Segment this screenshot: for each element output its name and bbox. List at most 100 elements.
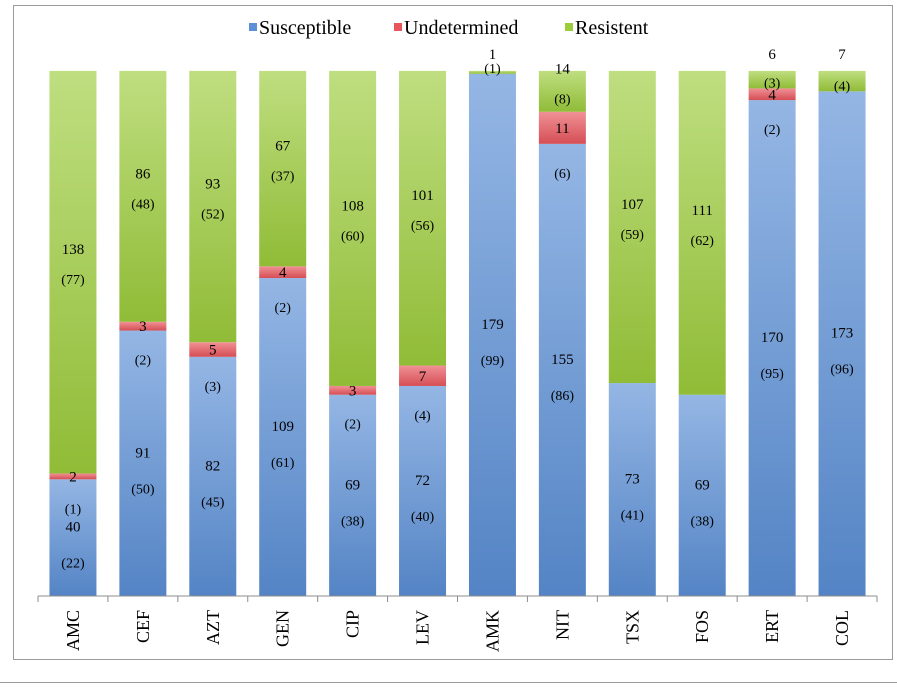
percent-label-resistent-amc: (77) (61, 273, 85, 288)
x-tick-label-azt: AZT (203, 610, 223, 645)
percent-label-resistent-cef: (48) (131, 197, 155, 212)
bar-segment-resistent-tsx (608, 70, 656, 384)
bar-segment-resistent-amk (468, 70, 516, 74)
percent-label-undetermined-gen: (2) (275, 301, 292, 316)
data-label-resistent-azt: 93 (205, 177, 220, 193)
percent-label-resistent-col: (4) (834, 79, 851, 94)
data-label-resistent-fos: 111 (692, 203, 713, 219)
bar-segment-resistent-gen (259, 70, 307, 267)
bar-segment-resistent-nit (538, 70, 586, 112)
data-label-resistent-col: 7 (838, 47, 846, 63)
data-label-resistent-amk: 1 (489, 47, 497, 63)
percent-label-resistent-amk: (1) (484, 62, 501, 77)
x-tick-label-gen: GEN (273, 610, 293, 647)
bar-segment-susceptible-col (818, 91, 866, 597)
percent-label-resistent-tsx: (59) (621, 228, 645, 243)
bar-segment-susceptible-ert (748, 100, 796, 597)
bar-segment-undetermined-cip (329, 385, 377, 395)
bar-segment-undetermined-amc (49, 473, 97, 480)
data-label-susceptible-cip: 69 (345, 477, 360, 493)
legend-label-undetermined: Undetermined (404, 17, 518, 39)
chart-frame (13, 5, 893, 660)
percent-label-susceptible-azt: (45) (201, 495, 225, 510)
data-label-undetermined-ert: 4 (768, 87, 776, 103)
percent-label-undetermined-nit: (6) (554, 167, 571, 182)
percent-label-susceptible-lev: (40) (411, 510, 435, 525)
data-label-susceptible-cef: 91 (135, 445, 150, 461)
percent-label-susceptible-col: (96) (830, 363, 854, 378)
percent-label-susceptible-gen: (61) (271, 456, 295, 471)
bar-segment-resistent-cef (119, 70, 167, 322)
legend-label-resistent: Resistent (575, 17, 649, 39)
bar-segment-resistent-cip (329, 70, 377, 386)
data-label-susceptible-amc: 40 (65, 520, 80, 536)
data-label-resistent-gen: 67 (275, 139, 291, 155)
x-tick-label-ert: ERT (762, 610, 782, 643)
bar-segment-susceptible-cef (119, 330, 167, 596)
data-label-susceptible-fos: 69 (695, 477, 710, 493)
percent-label-undetermined-amc: (1) (65, 502, 82, 517)
data-label-undetermined-nit: 11 (555, 121, 569, 137)
data-label-susceptible-ert: 170 (761, 330, 784, 346)
percent-label-susceptible-amk: (99) (481, 354, 505, 369)
x-tick-label-lev: LEV (413, 610, 433, 645)
percent-label-resistent-gen: (37) (271, 170, 295, 185)
bar-segment-undetermined-lev (399, 365, 447, 386)
bottom-divider (0, 682, 897, 683)
bar-segment-susceptible-tsx (608, 383, 656, 596)
data-label-susceptible-gen: 109 (271, 419, 294, 435)
percent-label-susceptible-fos: (38) (691, 514, 715, 529)
bar-segment-resistent-amc (49, 70, 97, 474)
bar-segment-undetermined-ert (748, 88, 796, 101)
x-axis-ticks (37, 596, 878, 602)
bar-segment-undetermined-cef (119, 321, 167, 331)
percent-label-resistent-azt: (52) (201, 208, 225, 223)
bars-layer (49, 70, 866, 597)
x-tick-label-cip: CIP (343, 610, 363, 638)
data-label-resistent-cip: 108 (341, 198, 364, 214)
data-label-susceptible-lev: 72 (415, 473, 430, 489)
x-tick-label-nit: NIT (552, 610, 572, 640)
data-label-susceptible-nit: 155 (551, 352, 574, 368)
data-label-susceptible-azt: 82 (205, 458, 220, 474)
data-label-resistent-ert: 6 (768, 47, 776, 63)
data-label-resistent-tsx: 107 (621, 197, 644, 213)
data-label-susceptible-tsx: 73 (625, 472, 640, 488)
data-label-resistent-cef: 86 (135, 166, 151, 182)
data-label-undetermined-cef: 3 (139, 319, 147, 335)
bar-segment-resistent-azt (189, 70, 237, 343)
bar-segment-resistent-col (818, 70, 866, 92)
percent-label-undetermined-azt: (3) (205, 380, 222, 395)
percent-label-resistent-ert: (3) (764, 76, 781, 91)
percent-label-resistent-lev: (56) (411, 219, 435, 234)
percent-label-susceptible-tsx: (41) (621, 509, 645, 524)
data-label-susceptible-col: 173 (831, 326, 854, 342)
bar-segment-resistent-fos (678, 70, 726, 395)
data-label-undetermined-amc: 2 (69, 469, 77, 485)
percent-label-susceptible-cef: (50) (131, 482, 155, 497)
legend-label-susceptible: Susceptible (259, 17, 351, 39)
bar-segment-resistent-ert (748, 70, 796, 89)
bar-segment-undetermined-nit (538, 111, 586, 144)
percent-label-undetermined-ert: (2) (764, 123, 781, 138)
data-label-resistent-lev: 101 (411, 188, 434, 204)
legend-swatch-undetermined (394, 23, 402, 31)
x-tick-label-cef: CEF (133, 610, 153, 643)
x-tick-label-amc: AMC (63, 610, 83, 651)
x-tick-label-amk: AMK (482, 610, 502, 652)
bar-segment-undetermined-gen (259, 266, 307, 279)
percent-label-undetermined-cip: (2) (344, 418, 361, 433)
percent-label-susceptible-amc: (22) (61, 557, 85, 572)
percent-label-susceptible-cip: (38) (341, 514, 365, 529)
data-label-undetermined-azt: 5 (209, 343, 217, 359)
x-axis-tick-labels: AMC CEF AZT GEN CIP LEV AMK NIT TSX FOS ERT COL (63, 610, 852, 652)
percent-label-undetermined-lev: (4) (414, 409, 431, 424)
bar-segment-susceptible-lev (399, 385, 447, 596)
bar-segment-susceptible-fos (678, 394, 726, 596)
bar-segment-undetermined-azt (189, 342, 237, 357)
data-label-resistent-amc: 138 (62, 242, 85, 258)
data-label-resistent-nit: 14 (555, 61, 571, 77)
bar-segment-resistent-lev (399, 70, 447, 366)
data-label-undetermined-gen: 4 (279, 265, 287, 281)
legend-swatch-susceptible (249, 23, 257, 31)
